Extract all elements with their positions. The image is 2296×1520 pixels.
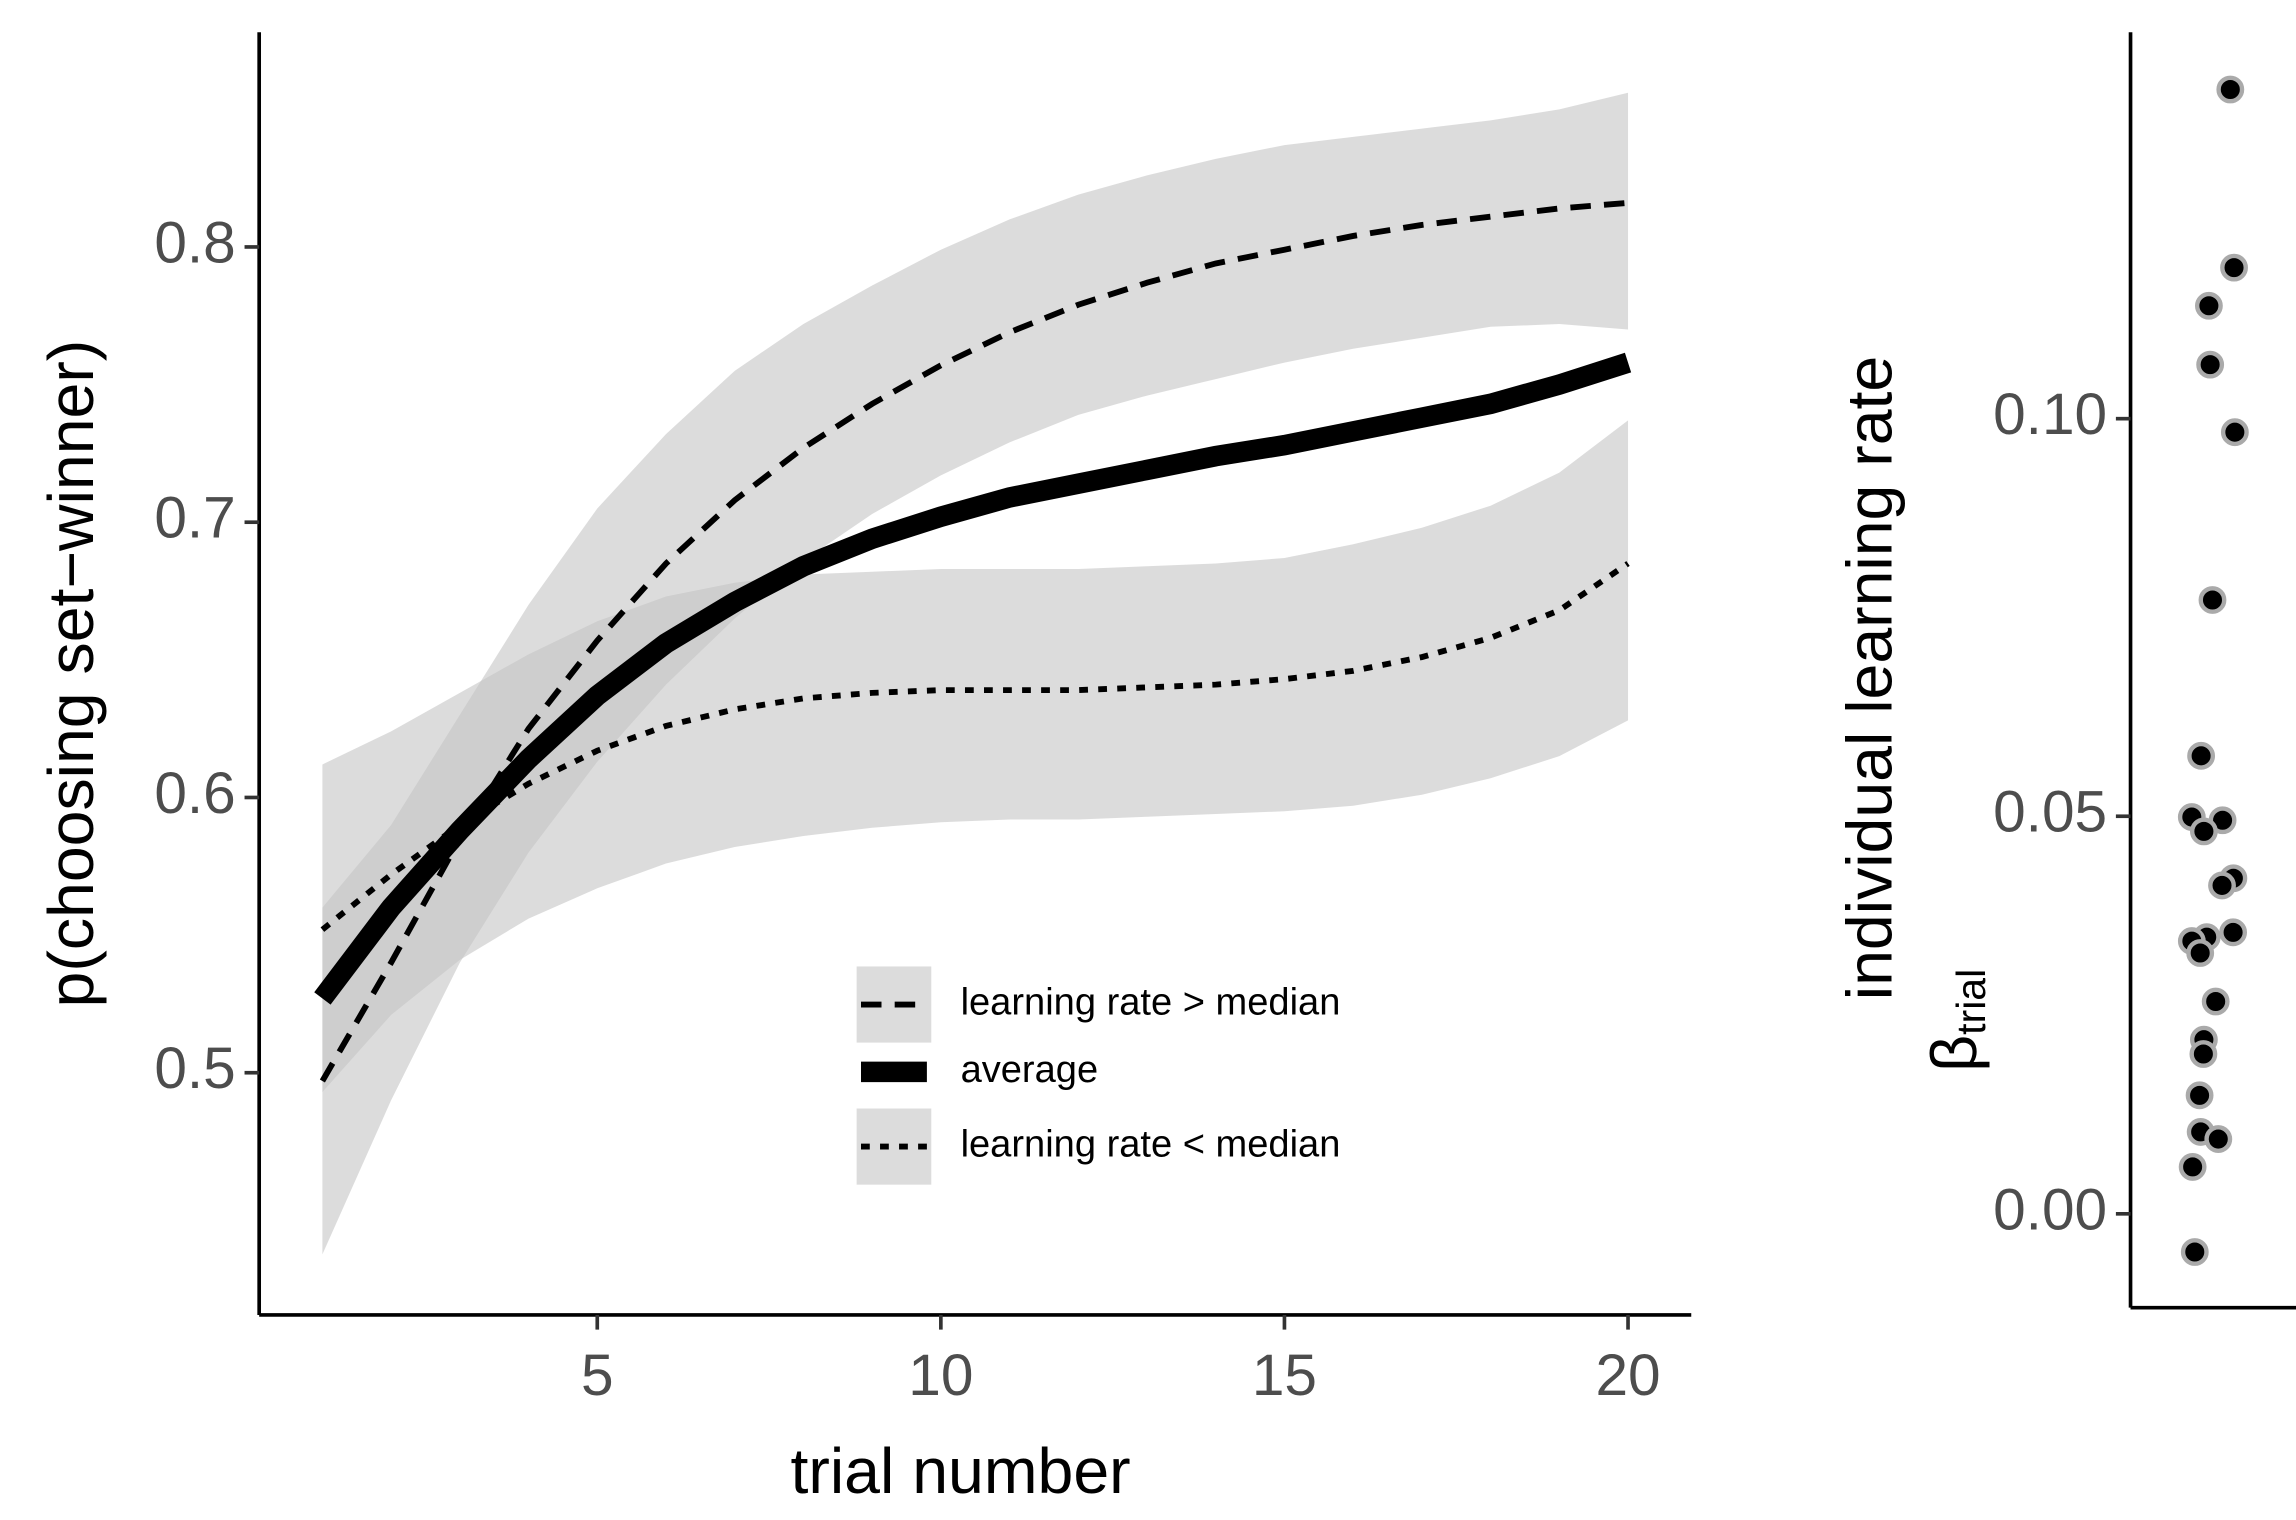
legend-label: learning rate > median — [961, 982, 1341, 1024]
series-line — [319, 199, 1629, 1083]
y-tick-label: 0.10 — [1993, 382, 2107, 447]
series-line — [314, 352, 1632, 1005]
ci-ribbon — [322, 420, 1629, 1093]
y-tick-label: 0.8 — [154, 210, 235, 275]
y-tick-label: 0.5 — [154, 1036, 235, 1101]
x-tick-label: 10 — [908, 1343, 973, 1408]
legend-label: average — [961, 1049, 1099, 1091]
y-axis-title: individual learning rate — [1833, 356, 1905, 1000]
data-point — [2220, 253, 2248, 282]
data-point — [2178, 1152, 2207, 1181]
x-axis-title: trial number — [791, 1435, 1131, 1507]
data-point — [2196, 350, 2225, 379]
data-point — [2194, 291, 2223, 320]
y-tick-label: 0.6 — [154, 761, 235, 826]
data-point — [2186, 939, 2215, 967]
data-point — [2216, 75, 2245, 104]
data-point — [2189, 817, 2218, 846]
x-tick-label: 15 — [1252, 1343, 1317, 1408]
y-axis-symbol: βtrial — [1918, 969, 1993, 1072]
subscript: trial — [1948, 969, 1994, 1035]
x-tick-label: 20 — [1595, 1343, 1660, 1408]
data-point — [2220, 418, 2249, 447]
data-point — [2204, 1125, 2233, 1153]
data-point — [2219, 918, 2248, 947]
data-point — [2185, 1081, 2214, 1110]
data-point — [2198, 586, 2227, 614]
data-point — [2187, 741, 2216, 770]
data-point — [2208, 871, 2236, 900]
data-point — [2189, 1040, 2218, 1068]
symbol: β — [1918, 1035, 1990, 1072]
data-point — [2180, 1238, 2209, 1266]
y-axis-title: p(choosing set−winner) — [35, 340, 107, 1008]
y-tick-label: 0.00 — [1993, 1177, 2107, 1242]
y-tick-label: 0.05 — [1993, 780, 2107, 845]
x-tick-label: 5 — [581, 1343, 614, 1408]
data-point — [2201, 987, 2230, 1016]
legend-label: learning rate < median — [961, 1124, 1341, 1166]
y-tick-label: 0.7 — [154, 486, 235, 551]
